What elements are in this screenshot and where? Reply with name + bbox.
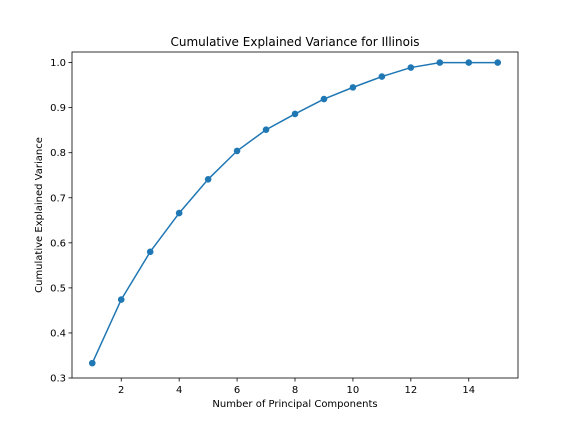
y-tick-label: 0.8 [50,148,66,159]
data-point [320,95,328,103]
y-tick-label: 0.7 [50,193,66,204]
data-point [233,147,241,155]
x-tick-label: 12 [404,385,417,396]
x-tick-label: 10 [347,385,360,396]
data-point [117,296,125,303]
plot-area: 2 4 6 8 10 12 14 0.3 0.4 0.5 0.6 0.7 0.8 0.9 1.0 [50,51,519,396]
chart-title: Cumulative Explained Variance for Illino… [170,35,419,49]
x-tick-label: 8 [292,385,298,396]
y-tick-label: 1.0 [50,58,66,69]
data-point [88,359,96,367]
data-point [146,248,154,256]
x-tick-label: 4 [176,385,182,396]
y-tick-label: 0.9 [50,103,66,114]
y-axis-label: Cumulative Explained Variance [34,137,45,293]
y-tick-label: 0.4 [50,328,66,339]
y-tick-label: 0.5 [50,283,66,294]
y-tick-label: 0.3 [50,374,66,385]
data-point [378,73,386,80]
x-tick-label: 6 [234,385,240,396]
data-point [407,64,415,71]
x-axis-label: Number of Principal Components [212,399,377,410]
x-tick-label: 14 [462,385,475,396]
y-tick-label: 0.6 [50,238,66,249]
data-point [494,59,502,66]
x-tick-label: 2 [118,385,124,396]
data-point [262,126,270,134]
data-point [436,59,444,66]
data-point [465,59,473,66]
data-point [349,84,357,91]
data-point [175,209,183,217]
data-point [291,110,299,118]
data-point [204,175,212,183]
